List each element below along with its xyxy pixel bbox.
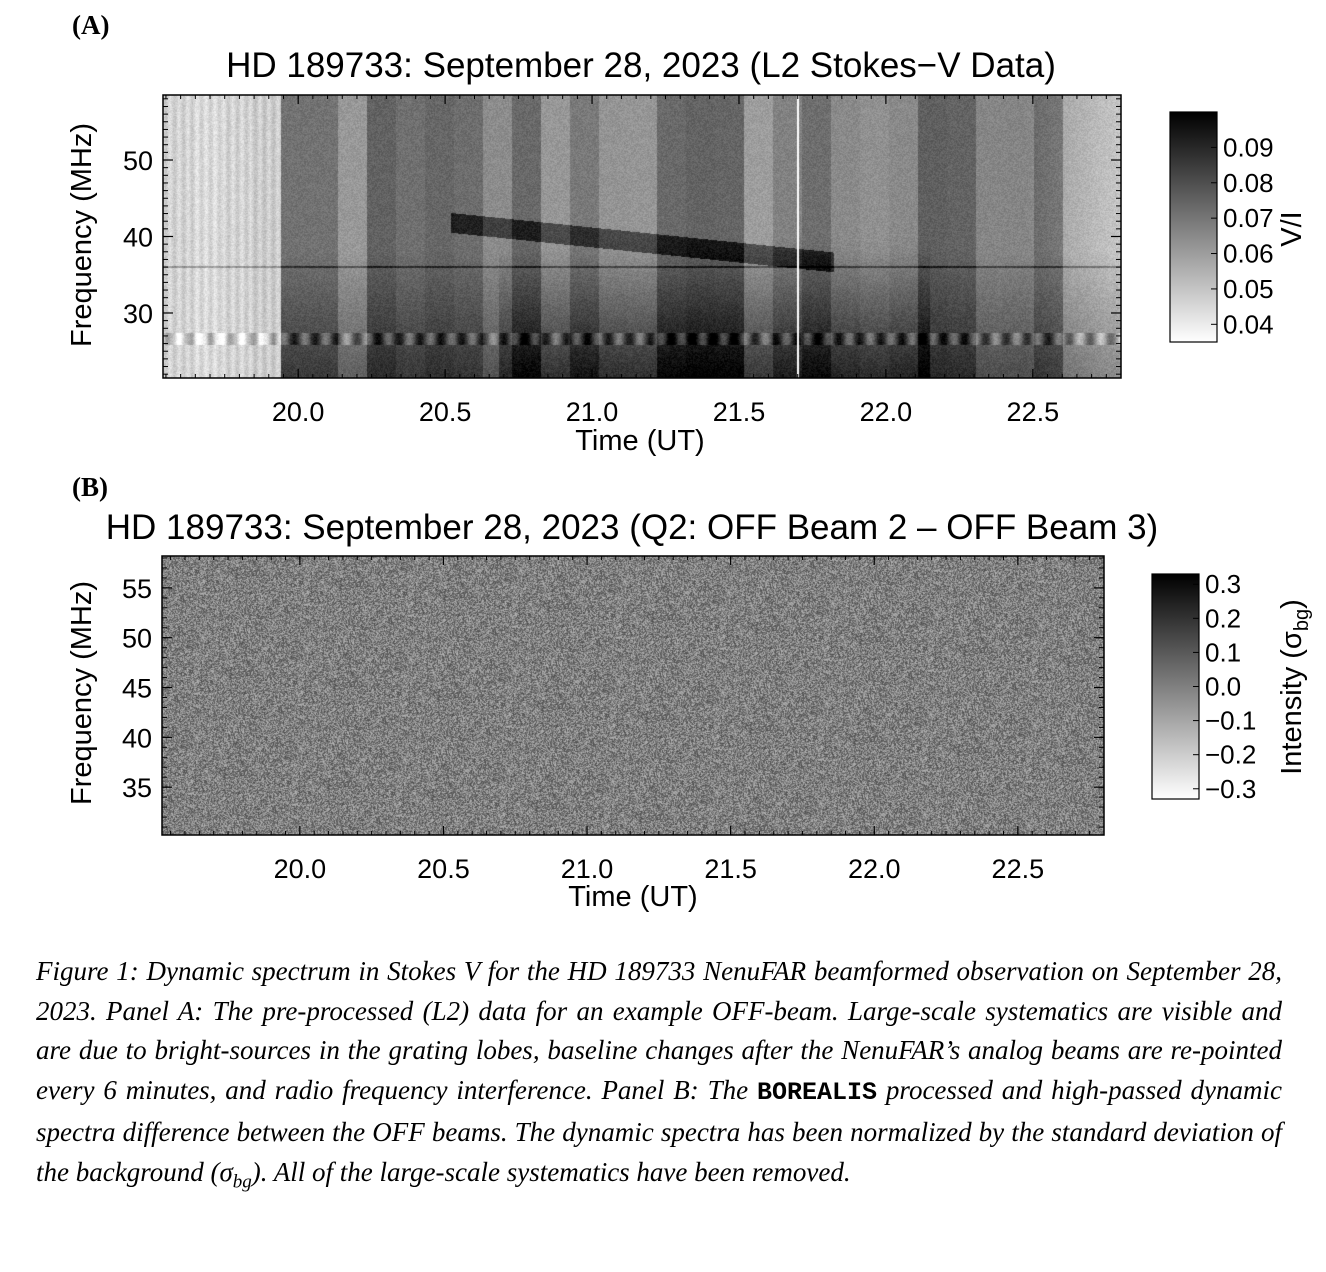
panel-b-spectrum-image (162, 556, 1104, 835)
x-tick-label: 20.5 (417, 854, 470, 884)
y-tick-label: 35 (122, 773, 152, 803)
colorbar-tick-label: 0.07 (1223, 203, 1274, 233)
panel-b-ylabel: Frequency (MHz) (66, 581, 98, 805)
colorbar-tick-label: 0.06 (1223, 239, 1274, 269)
colorbar-tick-label: 0.2 (1205, 603, 1241, 633)
panel-a-xlabel: Time (UT) (575, 425, 705, 457)
colorbar-tick-label: −0.3 (1205, 774, 1256, 804)
x-tick-label: 20.5 (419, 397, 472, 427)
panel-b-colorbar-label: Intensity (σbg) (1276, 599, 1313, 775)
x-tick-label: 20.0 (272, 397, 325, 427)
panel-a-colorbar (1169, 111, 1218, 343)
x-tick-label: 21.5 (713, 397, 766, 427)
y-tick-label: 30 (123, 299, 153, 329)
colorbar-tick-label: 0.04 (1223, 309, 1274, 339)
x-tick-label: 22.5 (1007, 397, 1060, 427)
panel-b-xlabel: Time (UT) (568, 881, 698, 913)
colorbar-tick-label: −0.1 (1205, 706, 1256, 736)
colorbar-tick-label: 0.1 (1205, 637, 1241, 667)
panel-a-title: HD 189733: September 28, 2023 (L2 Stokes… (226, 46, 1056, 85)
panel-b-frame (161, 555, 1105, 836)
figure-caption: Figure 1: Dynamic spectrum in Stokes V f… (36, 956, 1282, 1192)
colorbar-tick-label: 0.0 (1205, 672, 1241, 702)
panel-a-ylabel: Frequency (MHz) (66, 123, 98, 347)
colorbar-tick-label: 0.05 (1223, 274, 1274, 304)
colorbar-tick-label: 0.09 (1223, 132, 1274, 162)
panel-b-chart: 20.0 20.5 21.0 21.5 22.0 22.5 35 40 45 50 55 −0.3 −0… (122, 555, 1256, 884)
panel-a-chart: 20.0 20.5 21.0 21.5 22.0 22.5 30 40 50 0.04 0.05 0.… (123, 94, 1274, 427)
y-tick-label: 40 (122, 723, 152, 753)
panel-b-title: HD 189733: September 28, 2023 (Q2: OFF B… (105, 508, 1159, 547)
x-tick-label: 21.0 (561, 854, 614, 884)
y-tick-label: 40 (123, 223, 153, 253)
y-tick-label: 50 (123, 146, 153, 176)
y-tick-label: 50 (122, 624, 152, 654)
colorbar-tick-label: 0.3 (1205, 569, 1241, 599)
panel-a-colorbar-label: V/I (1276, 211, 1308, 247)
x-tick-label: 22.0 (848, 854, 901, 884)
panel-b-letter: (B) (72, 472, 108, 502)
x-tick-label: 21.5 (704, 854, 757, 884)
x-tick-label: 21.0 (566, 397, 619, 427)
x-tick-label: 22.5 (992, 854, 1045, 884)
panel-b-colorbar (1151, 573, 1200, 800)
y-tick-label: 55 (122, 574, 152, 604)
panel-a-letter: (A) (72, 10, 110, 40)
colorbar-tick-label: 0.08 (1223, 168, 1274, 198)
x-tick-label: 22.0 (860, 397, 913, 427)
panel-a-spectrum-image (163, 95, 1121, 378)
x-tick-label: 20.0 (274, 854, 327, 884)
y-tick-label: 45 (122, 674, 152, 704)
colorbar-tick-label: −0.2 (1205, 740, 1256, 770)
